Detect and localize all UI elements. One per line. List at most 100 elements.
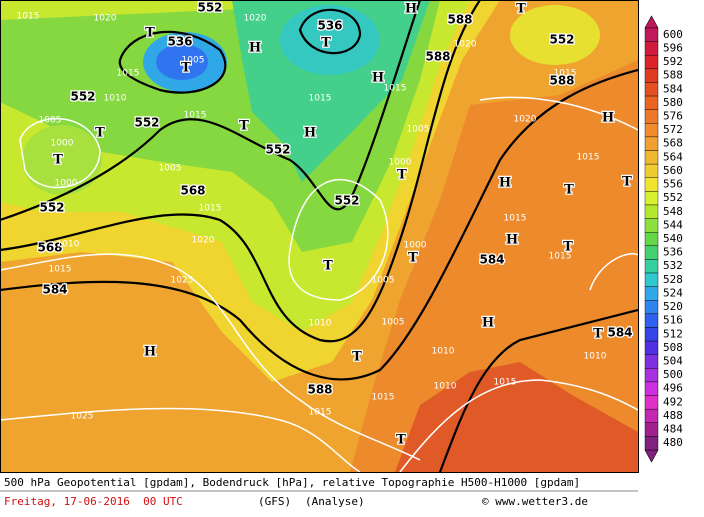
pressure-center-marker: T	[397, 168, 407, 183]
colorbar-swatch	[644, 204, 659, 219]
colorbar-label: 508	[663, 341, 683, 354]
isobar	[19, 118, 101, 189]
pressure-center-marker: H	[602, 111, 614, 126]
colorbar-label: 600	[663, 28, 683, 41]
pressure-label: 1000	[389, 158, 412, 168]
pressure-center-marker: T	[408, 251, 418, 266]
colorbar-label: 496	[663, 382, 683, 395]
isobar	[399, 379, 639, 473]
isobar	[479, 96, 639, 131]
colorbar-label: 592	[663, 55, 683, 68]
colorbar-swatch	[644, 231, 659, 247]
colorbar-swatch	[644, 436, 659, 451]
colorbar-swatch	[644, 177, 659, 192]
colorbar-swatch	[644, 136, 659, 151]
colorbar-label: 512	[663, 327, 683, 340]
pressure-center-marker: T	[352, 350, 362, 365]
pressure-label: 1015	[199, 204, 222, 214]
colorbar: 6005965925885845805765725685645605565525…	[644, 15, 683, 463]
colorbar-swatch	[644, 218, 659, 233]
field-580	[395, 362, 638, 472]
colorbar-label: 500	[663, 368, 683, 381]
pressure-label: 1020	[94, 14, 117, 24]
pressure-center-marker: T	[53, 153, 63, 168]
pressure-label: 1000	[51, 139, 74, 149]
colorbar-swatch	[644, 163, 659, 178]
colorbar-swatch	[644, 95, 659, 110]
colorbar-label: 568	[663, 137, 683, 150]
pressure-label: 1020	[454, 40, 477, 50]
colorbar-label: 548	[663, 205, 683, 218]
geopotential-label: 568	[180, 184, 205, 198]
colorbar-swatch	[644, 27, 659, 42]
pressure-label: 1015	[549, 252, 572, 262]
geopotential-label: 552	[39, 201, 64, 215]
caption-date: Freitag, 17-06-2016 00 UTC	[4, 495, 183, 508]
colorbar-label: 572	[663, 123, 683, 136]
pressure-label: 1020	[244, 14, 267, 24]
colorbar-swatch	[644, 408, 659, 423]
colorbar-label: 488	[663, 409, 683, 422]
pressure-center-marker: H	[372, 71, 384, 86]
pressure-center-marker: H	[249, 41, 261, 56]
colorbar-label: 484	[663, 423, 683, 436]
pressure-center-marker: T	[239, 119, 249, 134]
pressure-label: 1015	[554, 69, 577, 79]
colorbar-swatch	[644, 313, 659, 328]
pressure-label: 1025	[171, 276, 194, 286]
pressure-center-marker: T	[593, 327, 603, 342]
pressure-label: 1025	[71, 412, 94, 422]
colorbar-swatch	[644, 340, 659, 355]
pressure-label: 1015	[49, 265, 72, 275]
pressure-label: 1020	[192, 236, 215, 246]
pressure-center-marker: T	[563, 240, 573, 255]
colorbar-label: 528	[663, 273, 683, 286]
colorbar-swatch	[644, 191, 659, 206]
pressure-label: 1015	[577, 153, 600, 163]
caption-background	[0, 473, 704, 513]
pressure-center-marker: H	[499, 176, 511, 191]
geopotential-label: 552	[134, 116, 159, 130]
geopotential-label: 588	[425, 50, 450, 64]
colorbar-label: 516	[663, 314, 683, 327]
geopotential-label: 584	[42, 283, 67, 297]
pressure-center-marker: H	[506, 233, 518, 248]
pressure-label: 1015	[184, 111, 207, 121]
pressure-label: 1015	[494, 378, 517, 388]
pressure-center-marker: T	[396, 433, 406, 448]
pressure-label: 1010	[57, 240, 80, 250]
field-516	[156, 44, 208, 80]
field-low	[22, 125, 102, 195]
pressure-center-marker: T	[564, 183, 574, 198]
colorbar-label: 584	[663, 82, 683, 95]
pressure-label: 1020	[514, 115, 537, 125]
colorbar-swatch	[644, 68, 659, 83]
pressure-label: 1015	[384, 84, 407, 94]
colorbar-swatch	[644, 150, 659, 165]
colorbar-swatch	[644, 381, 659, 396]
caption-source: © www.wetter3.de	[482, 495, 588, 508]
pressure-center-marker: T	[622, 175, 632, 190]
isobar	[288, 178, 389, 301]
contour-line	[0, 0, 422, 222]
pressure-label: 1015	[309, 94, 332, 104]
pressure-label: 1000	[55, 179, 78, 189]
pressure-center-marker: T	[181, 61, 191, 76]
pressure-isobars	[0, 96, 639, 473]
colorbar-swatch	[644, 41, 659, 56]
contour-line	[298, 8, 362, 55]
caption: 500 hPa Geopotential [gpdam], Bodendruck…	[0, 473, 704, 513]
geopotential-label: 588	[447, 13, 472, 27]
pressure-center-marker: H	[144, 345, 156, 360]
colorbar-label: 564	[663, 150, 683, 163]
colorbar-label: 504	[663, 355, 683, 368]
field-556	[510, 5, 600, 65]
colorbar-label: 492	[663, 395, 683, 408]
geopotential-label: 552	[197, 1, 222, 15]
colorbar-swatch	[644, 123, 659, 138]
pressure-label: 1015	[504, 214, 527, 224]
pressure-label: 1015	[17, 12, 40, 22]
contour-line	[118, 30, 227, 94]
colorbar-swatch	[644, 368, 659, 383]
